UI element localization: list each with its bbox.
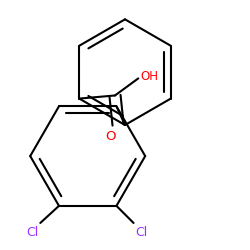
Text: Cl: Cl (135, 226, 147, 239)
Text: O: O (105, 130, 116, 143)
Text: Cl: Cl (26, 226, 39, 239)
Text: OH: OH (141, 70, 159, 83)
